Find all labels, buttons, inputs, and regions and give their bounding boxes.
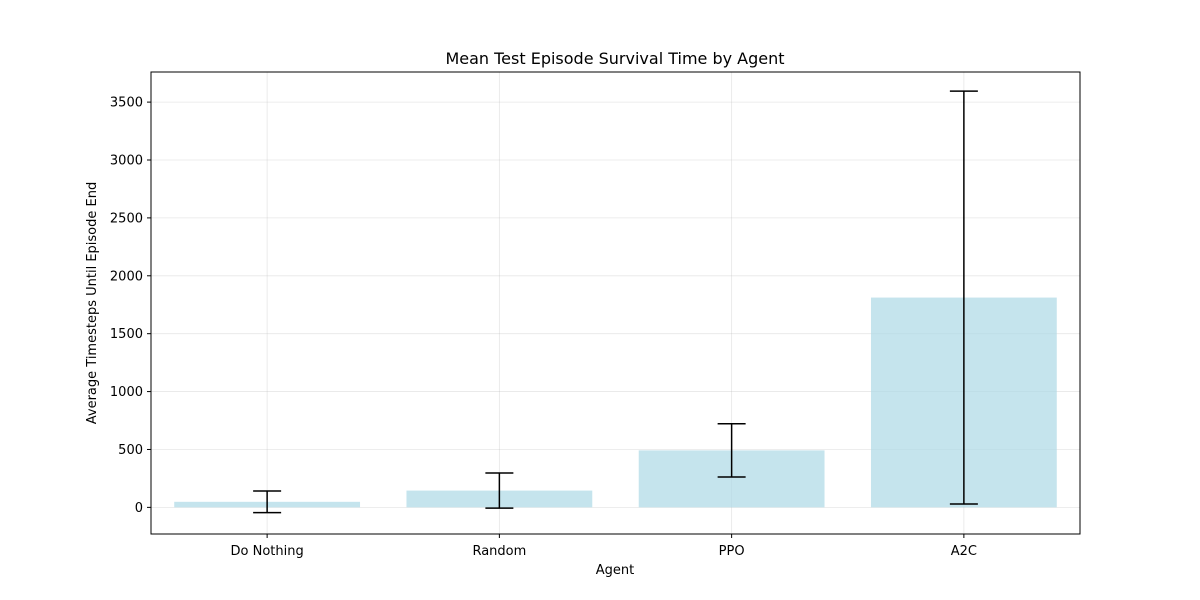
y-tick-label: 500 xyxy=(118,443,143,458)
plot-frame xyxy=(150,71,1081,535)
x-tick-label: Do Nothing xyxy=(231,544,304,559)
x-axis-label: Agent xyxy=(596,563,634,578)
chart-title: Mean Test Episode Survival Time by Agent xyxy=(445,49,784,68)
y-tick-label: 2000 xyxy=(110,269,143,284)
error-bars xyxy=(253,90,978,514)
y-tick-label: 3000 xyxy=(110,154,143,169)
x-tick-label: A2C xyxy=(951,544,977,559)
bars xyxy=(174,297,1057,508)
y-tick-label: 1000 xyxy=(110,385,143,400)
axis-ticks: 0 500 1000 1500 2000 2500 3000 3500 Do Nothing Ra… xyxy=(110,96,977,559)
y-tick-label: 3500 xyxy=(110,96,143,111)
y-tick-label: 1500 xyxy=(110,327,143,342)
x-tick-label: PPO xyxy=(719,544,745,559)
x-tick-label: Random xyxy=(472,544,526,559)
y-tick-label: 2500 xyxy=(110,211,143,226)
y-tick-label: 0 xyxy=(135,501,143,516)
y-axis-label: Average Timesteps Until Episode End xyxy=(85,182,100,424)
